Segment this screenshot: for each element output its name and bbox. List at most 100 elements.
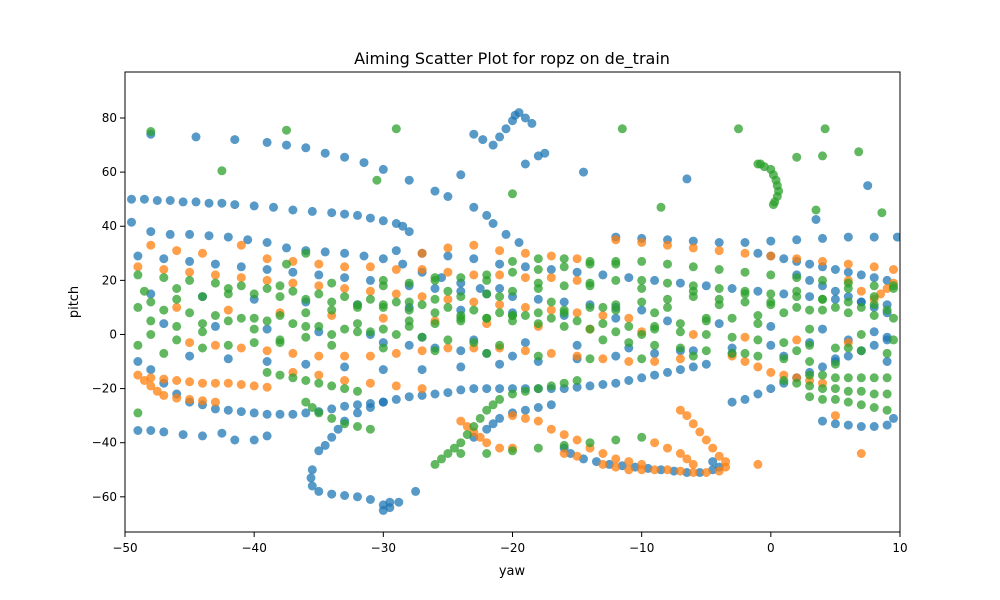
scatter-point bbox=[475, 413, 485, 423]
scatter-point bbox=[391, 381, 401, 391]
scatter-point bbox=[598, 459, 608, 469]
scatter-point bbox=[223, 354, 233, 364]
scatter-point bbox=[359, 158, 369, 168]
scatter-point bbox=[353, 422, 362, 431]
scatter-point bbox=[721, 457, 731, 467]
scatter-point bbox=[843, 373, 853, 383]
scatter-point bbox=[727, 397, 737, 407]
scatter-point bbox=[411, 486, 421, 496]
scatter-point bbox=[443, 449, 453, 458]
scatter-point bbox=[443, 243, 453, 253]
scatter-point bbox=[365, 424, 375, 434]
scatter-point bbox=[792, 302, 802, 312]
scatter-point bbox=[430, 459, 440, 469]
scatter-point bbox=[766, 236, 776, 246]
scatter-point bbox=[675, 327, 685, 337]
scatter-point bbox=[443, 335, 453, 345]
scatter-point bbox=[404, 316, 414, 326]
scatter-point bbox=[572, 382, 582, 392]
scatter-point bbox=[656, 465, 666, 475]
scatter-point bbox=[701, 281, 711, 291]
scatter-point bbox=[572, 435, 582, 445]
scatter-point bbox=[727, 313, 737, 323]
scatter-point bbox=[701, 330, 711, 339]
scatter-point bbox=[572, 275, 582, 285]
scatter-point bbox=[546, 305, 556, 315]
scatter-point bbox=[495, 308, 505, 318]
scatter-point bbox=[624, 313, 634, 323]
scatter-point bbox=[217, 428, 227, 438]
scatter-point bbox=[314, 270, 324, 280]
scatter-point bbox=[495, 359, 505, 369]
scatter-point bbox=[456, 292, 466, 302]
scatter-point bbox=[133, 302, 143, 312]
scatter-point bbox=[682, 454, 692, 464]
scatter-point bbox=[340, 324, 350, 334]
scatter-point bbox=[533, 319, 543, 329]
scatter-point bbox=[333, 424, 343, 434]
scatter-point bbox=[585, 354, 595, 364]
scatter-point bbox=[508, 351, 517, 361]
scatter-point bbox=[262, 367, 272, 377]
scatter-point bbox=[753, 389, 763, 399]
scatter-point bbox=[818, 362, 827, 372]
x-tick-label: −30 bbox=[371, 541, 396, 555]
scatter-point bbox=[475, 284, 485, 293]
scatter-point bbox=[456, 438, 466, 448]
scatter-point bbox=[792, 254, 802, 264]
x-tick-label: −20 bbox=[500, 541, 525, 555]
scatter-point bbox=[430, 294, 440, 304]
scatter-point bbox=[417, 365, 427, 375]
scatter-point bbox=[495, 340, 505, 350]
scatter-point bbox=[146, 365, 156, 375]
scatter-point bbox=[818, 370, 827, 380]
scatter-point bbox=[139, 286, 149, 296]
scatter-point bbox=[236, 273, 246, 283]
y-tick-label: 80 bbox=[102, 111, 117, 125]
scatter-point bbox=[869, 292, 879, 302]
scatter-point bbox=[456, 313, 466, 323]
scatter-point bbox=[482, 405, 492, 415]
scatter-point bbox=[779, 254, 789, 264]
scatter-point bbox=[546, 400, 556, 410]
scatter-point bbox=[488, 419, 498, 429]
scatter-point bbox=[391, 124, 401, 134]
scatter-point bbox=[663, 465, 672, 475]
scatter-point bbox=[508, 189, 517, 199]
scatter-point bbox=[701, 359, 711, 369]
scatter-point bbox=[854, 147, 864, 157]
scatter-point bbox=[378, 275, 388, 285]
scatter-point bbox=[650, 438, 660, 448]
scatter-point bbox=[365, 213, 375, 223]
scatter-point bbox=[146, 227, 156, 237]
y-tick-label: 60 bbox=[102, 165, 117, 179]
scatter-point bbox=[133, 426, 143, 435]
scatter-point bbox=[624, 465, 634, 475]
scatter-point bbox=[275, 370, 285, 380]
scatter-point bbox=[869, 389, 879, 399]
scatter-point bbox=[456, 170, 466, 180]
scatter-point bbox=[882, 373, 892, 383]
scatter-point bbox=[637, 330, 647, 339]
scatter-point bbox=[210, 278, 220, 288]
scatter-point bbox=[830, 265, 840, 274]
scatter-point bbox=[340, 491, 350, 500]
scatter-point bbox=[417, 384, 427, 394]
scatter-point bbox=[307, 403, 317, 412]
scatter-point bbox=[663, 240, 672, 250]
scatter-point bbox=[740, 357, 750, 366]
scatter-point bbox=[327, 413, 337, 423]
scatter-point bbox=[417, 346, 427, 356]
scatter-point bbox=[275, 311, 285, 320]
scatter-point bbox=[365, 294, 375, 304]
scatter-point bbox=[811, 205, 821, 215]
scatter-point bbox=[210, 378, 220, 388]
scatter-point bbox=[520, 386, 530, 396]
scatter-point bbox=[863, 181, 873, 191]
scatter-point bbox=[353, 302, 362, 312]
scatter-point bbox=[559, 262, 569, 272]
scatter-point bbox=[353, 319, 362, 329]
scatter-point bbox=[701, 313, 711, 323]
scatter-point bbox=[301, 397, 311, 407]
scatter-point bbox=[327, 404, 337, 414]
